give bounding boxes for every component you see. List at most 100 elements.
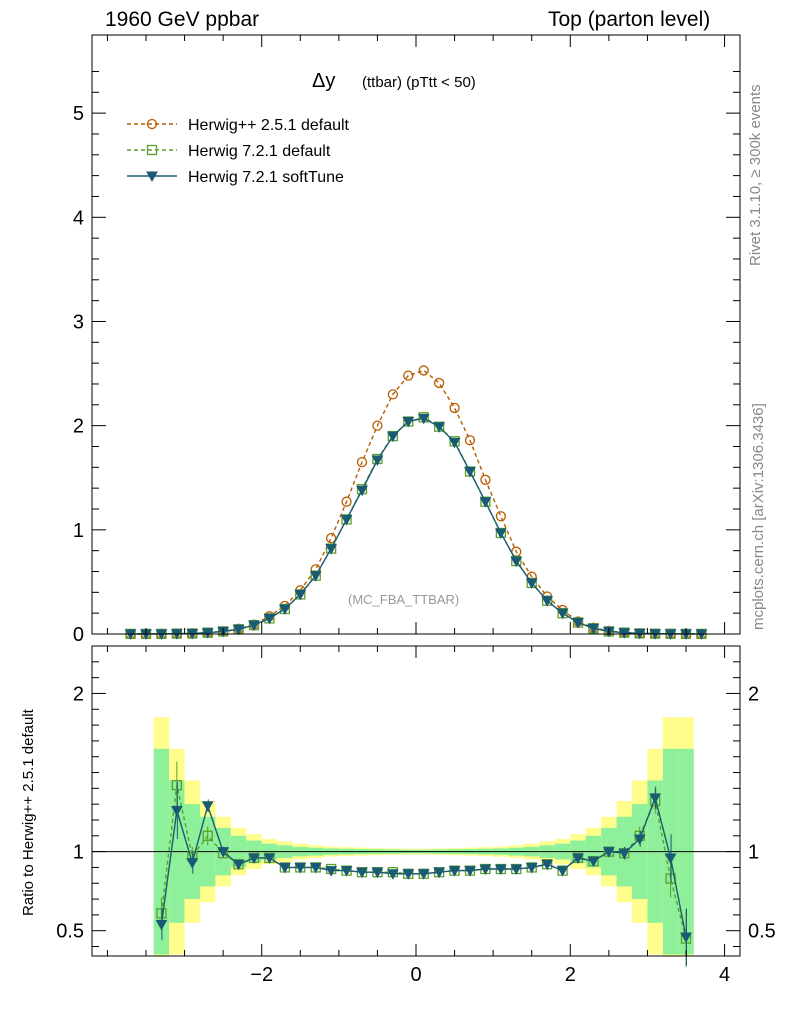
y-tick-label: 0 bbox=[73, 624, 84, 646]
data-point bbox=[541, 596, 553, 607]
ratio-point bbox=[433, 867, 445, 879]
legend-marker bbox=[146, 118, 158, 130]
ratio-point bbox=[217, 847, 229, 858]
ratio-y-tick-label: 0.5 bbox=[56, 921, 84, 943]
data-point bbox=[433, 377, 445, 389]
legend: Herwig++ 2.5.1 default Herwig 7.2.1 defau… bbox=[127, 117, 350, 186]
ratio-point bbox=[294, 862, 307, 874]
data-point bbox=[372, 420, 383, 431]
data-point bbox=[556, 608, 569, 620]
ratio-point bbox=[448, 866, 461, 877]
chart-title-sub: (ttbar) (pTtt < 50) bbox=[362, 74, 476, 91]
data-point bbox=[464, 435, 476, 446]
ratio-point bbox=[510, 864, 523, 876]
ratio-point bbox=[202, 830, 213, 841]
ratio-y-tick-label: 1 bbox=[73, 842, 84, 864]
y-tick-label: 4 bbox=[73, 207, 84, 229]
ratio-y-tick-label: 2 bbox=[73, 683, 84, 705]
ratio-point bbox=[618, 848, 631, 860]
data-point bbox=[495, 528, 507, 539]
data-point bbox=[263, 613, 276, 625]
x-tick-label: 2 bbox=[565, 964, 576, 986]
ratio-point bbox=[340, 866, 353, 877]
data-point bbox=[433, 422, 445, 433]
ratio-point bbox=[248, 853, 260, 864]
data-point bbox=[371, 455, 384, 467]
ratio-point bbox=[649, 793, 661, 804]
data-point bbox=[294, 589, 307, 601]
data-point bbox=[325, 544, 337, 555]
ratio-point bbox=[495, 864, 507, 876]
ratio-point bbox=[402, 869, 415, 880]
ratio-point bbox=[633, 834, 646, 845]
data-point bbox=[341, 496, 352, 507]
data-point bbox=[572, 618, 584, 629]
data-point bbox=[587, 623, 600, 635]
data-point bbox=[232, 624, 245, 636]
ratio-point bbox=[572, 853, 584, 864]
data-point bbox=[618, 628, 631, 639]
y-tick-label: 2 bbox=[73, 416, 84, 438]
data-point bbox=[340, 514, 353, 526]
data-point bbox=[201, 628, 214, 639]
legend-label: Herwig 7.2.1 default bbox=[188, 143, 331, 160]
ratio-point bbox=[664, 853, 677, 864]
ratio-y-tick-label-right: 1 bbox=[748, 842, 759, 864]
data-point bbox=[417, 413, 430, 425]
ratio-point bbox=[155, 919, 168, 931]
data-point bbox=[418, 365, 429, 376]
data-point bbox=[356, 485, 368, 497]
ratio-point bbox=[387, 869, 399, 880]
data-point bbox=[480, 474, 491, 485]
ratio-point bbox=[309, 862, 322, 874]
ratio-point bbox=[279, 862, 291, 874]
y-tick-label: 5 bbox=[73, 103, 84, 125]
ratio-point bbox=[417, 869, 430, 880]
x-tick-label: 0 bbox=[410, 964, 421, 986]
ratio-point bbox=[680, 932, 692, 944]
ratio-point bbox=[171, 805, 183, 817]
data-point bbox=[448, 437, 461, 449]
data-point bbox=[449, 402, 460, 414]
data-point bbox=[479, 497, 492, 508]
data-point bbox=[402, 416, 415, 428]
x-tick-label: 4 bbox=[719, 964, 730, 986]
header-right: Top (parton level) bbox=[548, 8, 711, 31]
ratio-point bbox=[587, 856, 600, 868]
legend-marker bbox=[146, 144, 158, 156]
legend-label: Herwig 7.2.1 softTune bbox=[188, 169, 344, 186]
data-point bbox=[495, 511, 507, 522]
x-tick-label: −2 bbox=[250, 964, 273, 986]
data-point bbox=[403, 370, 414, 381]
data-point bbox=[387, 389, 399, 400]
data-point bbox=[309, 571, 322, 582]
ratio-point bbox=[263, 853, 276, 864]
ratio-point bbox=[541, 859, 553, 871]
ratio-y-tick-label-right: 0.5 bbox=[748, 921, 776, 943]
ratio-point bbox=[603, 847, 615, 858]
chart-title-main: Δy bbox=[312, 70, 335, 92]
data-point bbox=[279, 604, 291, 616]
legend-marker bbox=[146, 171, 158, 183]
y-tick-label: 1 bbox=[73, 520, 84, 542]
ratio-point bbox=[186, 858, 199, 869]
data-point bbox=[464, 466, 476, 478]
data-point bbox=[510, 556, 523, 568]
data-point bbox=[356, 456, 368, 468]
legend-label: Herwig++ 2.5.1 default bbox=[188, 117, 350, 134]
ratio-point bbox=[525, 862, 538, 874]
data-point bbox=[525, 578, 538, 589]
ratio-series-group bbox=[155, 761, 692, 968]
ratio-point bbox=[356, 867, 368, 879]
ratio-point bbox=[479, 864, 492, 876]
ratio-point bbox=[325, 866, 337, 877]
ratio-point bbox=[371, 867, 384, 879]
header-left: 1960 GeV ppbar bbox=[105, 8, 260, 31]
y-tick-label: 3 bbox=[73, 311, 84, 333]
data-point bbox=[387, 431, 399, 443]
data-point bbox=[248, 620, 260, 632]
watermark: (MC_FBA_TTBAR) bbox=[348, 592, 459, 607]
ratio-point bbox=[232, 859, 245, 871]
ratio-point bbox=[201, 801, 214, 812]
